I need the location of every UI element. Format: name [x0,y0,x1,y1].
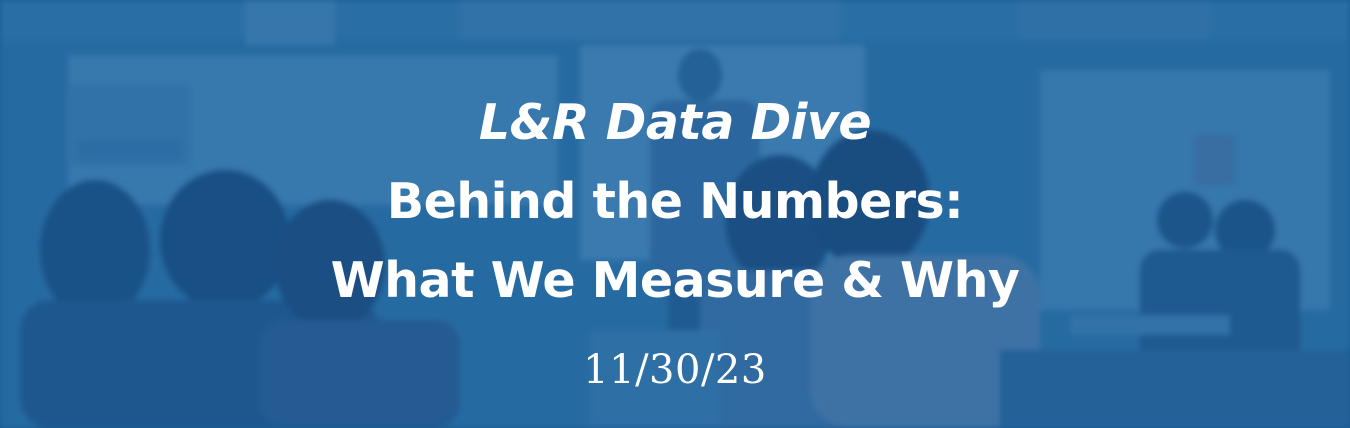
event-date: 11/30/23 [583,347,767,393]
event-title-line-1: Behind the Numbers: [386,173,964,230]
event-series-title: L&R Data Dive [478,94,872,151]
event-title-line-2: What We Measure & Why [330,252,1020,309]
